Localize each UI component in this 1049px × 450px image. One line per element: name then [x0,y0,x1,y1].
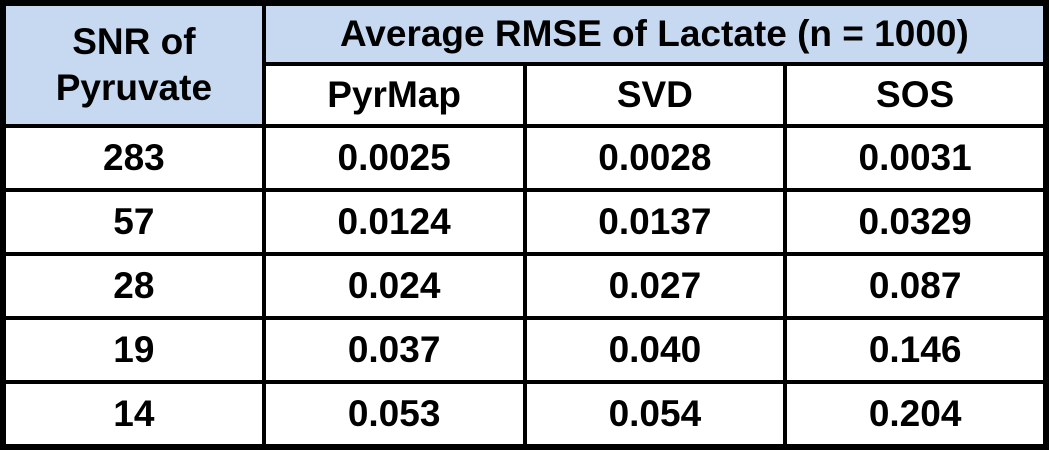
table-row: 14 0.053 0.054 0.204 [1,380,1048,449]
column-header-sos: SOS [783,62,1048,128]
sos-value-cell: 0.087 [783,252,1048,320]
corner-header-line2: Pyruvate [55,67,213,108]
table-row: 57 0.0124 0.0137 0.0329 [1,188,1048,256]
snr-cell: 57 [1,188,266,256]
column-header-pyrmap: PyrMap [261,62,527,128]
corner-header-snr-of-pyruvate: SNR of Pyruvate [1,1,266,128]
column-header-svd: SVD [522,62,788,128]
svd-value-cell: 0.027 [522,252,788,320]
pyrmap-value-cell: 0.0025 [261,124,527,192]
pyrmap-value-cell: 0.0124 [261,188,527,256]
pyrmap-value-cell: 0.024 [261,252,527,320]
sos-value-cell: 0.146 [783,316,1048,384]
table-row: 19 0.037 0.040 0.146 [1,316,1048,384]
snr-cell: 19 [1,316,266,384]
pyrmap-value-cell: 0.053 [261,380,527,449]
corner-header-line1: SNR of [72,20,196,62]
table-row: 283 0.0025 0.0028 0.0031 [1,124,1048,192]
group-header-average-rmse: Average RMSE of Lactate (n = 1000) [261,1,1049,66]
sos-value-cell: 0.0329 [783,188,1048,256]
pyrmap-value-cell: 0.037 [261,316,527,384]
sos-value-cell: 0.204 [783,380,1048,449]
svd-value-cell: 0.0028 [522,124,788,192]
snr-cell: 28 [1,252,266,320]
svd-value-cell: 0.054 [522,380,788,449]
header-row-group: SNR of Pyruvate Average RMSE of Lactate … [1,1,1049,128]
svd-value-cell: 0.040 [522,316,788,384]
snr-cell: 14 [1,380,266,449]
svd-value-cell: 0.0137 [522,188,788,256]
table-row: 28 0.024 0.027 0.087 [1,252,1048,320]
header-row-methods: PyrMap SVD SOS [3,62,1048,128]
snr-cell: 283 [1,124,266,192]
sos-value-cell: 0.0031 [783,124,1048,192]
